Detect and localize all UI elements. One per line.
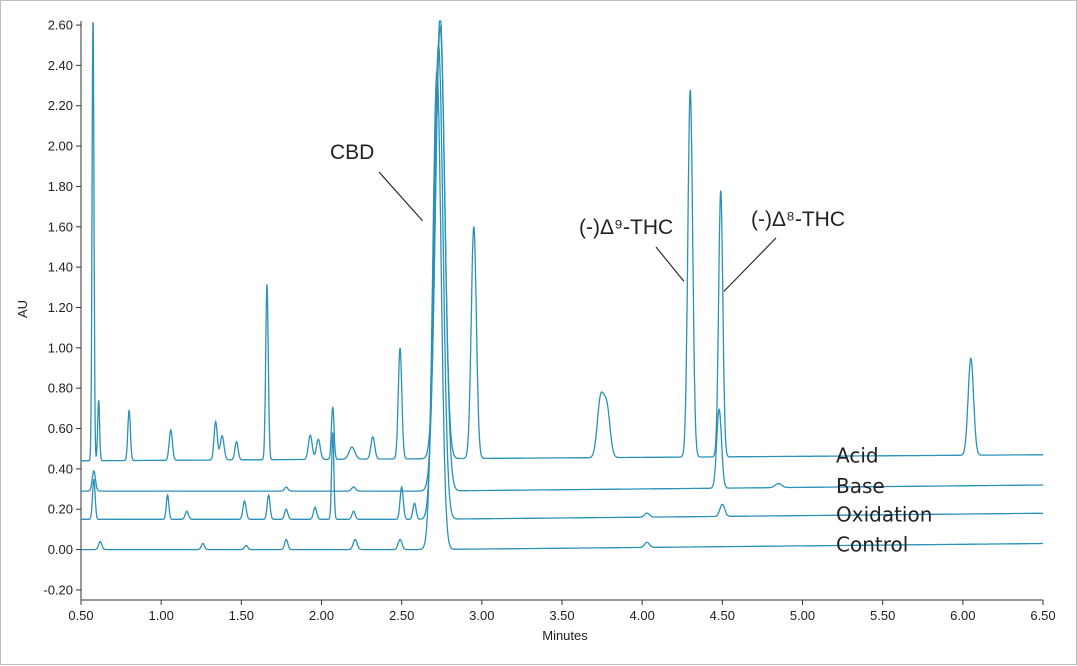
x-tick-label: 4.00 (630, 608, 655, 623)
traces: Acid Base Oxidation Control (81, 20, 1043, 557)
y-tick-label: 0.00 (48, 542, 73, 557)
x-tick-label: 6.50 (1030, 608, 1055, 623)
x-axis-title: Minutes (542, 628, 588, 643)
x-tick-label: 5.00 (790, 608, 815, 623)
annotation-leader (378, 171, 423, 222)
peak-annotation: (-)Δ⁹-THC (579, 216, 673, 239)
y-tick-label: 1.40 (48, 260, 73, 275)
x-tick-label: 5.50 (870, 608, 895, 623)
series-label-base: Base (836, 474, 885, 498)
x-tick-label: 2.50 (389, 608, 414, 623)
trace-oxidation (81, 42, 1043, 520)
series-label-oxidation: Oxidation (836, 502, 932, 526)
y-tick-label: 0.80 (48, 381, 73, 396)
annotation-leader (723, 237, 777, 292)
peak-annotation: (-)Δ⁸-THC (751, 208, 845, 231)
y-tick-label: 2.40 (48, 58, 73, 73)
y-tick-label: 1.00 (48, 340, 73, 355)
trace-acid (81, 20, 1043, 462)
y-tick-label: 2.00 (48, 139, 73, 154)
labels: AU Minutes CBD (-)Δ⁹-THC (-)Δ⁸-THC (15, 141, 845, 643)
y-tick-label: 1.20 (48, 300, 73, 315)
trace-base (81, 24, 1043, 492)
y-tick-label: 2.20 (48, 98, 73, 113)
y-axis-title: AU (15, 300, 30, 318)
y-tick-label: 0.20 (48, 502, 73, 517)
series-label-control: Control (836, 533, 908, 557)
y-tick-label: 1.80 (48, 179, 73, 194)
x-tick-label: 3.50 (549, 608, 574, 623)
y-tick-label: -0.20 (43, 582, 73, 597)
y-tick-label: 1.60 (48, 219, 73, 234)
axes: -0.20 0.00 0.20 0.40 0.60 0.80 1.00 1.20 1.40 1.6… (43, 18, 1055, 623)
annotation-leader (655, 246, 685, 282)
peak-annotation: CBD (330, 141, 374, 164)
x-tick-label: 4.50 (710, 608, 735, 623)
series-label-acid: Acid (836, 444, 879, 468)
x-tick-label: 2.00 (309, 608, 334, 623)
y-tick-label: 2.60 (48, 18, 73, 33)
x-tick-label: 1.50 (229, 608, 254, 623)
trace-control (81, 71, 1043, 551)
y-tick-label: 0.40 (48, 461, 73, 476)
x-tick-label: 6.00 (950, 608, 975, 623)
x-tick-label: 3.00 (469, 608, 494, 623)
y-tick-label: 0.60 (48, 421, 73, 436)
x-tick-label: 1.00 (149, 608, 174, 623)
x-tick-label: 0.50 (68, 608, 93, 623)
